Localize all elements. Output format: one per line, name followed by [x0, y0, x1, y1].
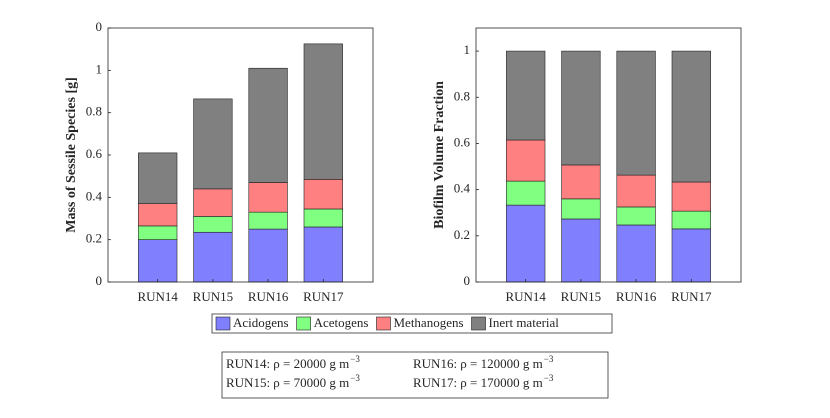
bar-segment — [616, 224, 656, 283]
legend-label: Inert material — [489, 315, 560, 330]
bar-segment — [671, 50, 711, 183]
legend-box — [211, 313, 613, 334]
bar-segment — [506, 139, 546, 182]
bar-segment — [671, 228, 711, 283]
y-tick-label: 0.2 — [454, 227, 470, 242]
y-tick-label: 0.6 — [86, 146, 103, 161]
bar-segment — [248, 228, 288, 283]
bar-segment — [616, 206, 656, 226]
x-tick-label: RUN15 — [561, 289, 601, 304]
bar-segment — [193, 188, 233, 217]
legend-swatch — [215, 316, 231, 331]
note: RUN15: ρ = 70000 g m — [226, 375, 349, 390]
bar-segment — [303, 179, 343, 210]
bar-segment — [193, 216, 233, 233]
bar-segment — [561, 218, 601, 283]
y-tick-label: 1 — [464, 42, 471, 57]
y-tick-label: 0.4 — [86, 188, 103, 203]
bar-segment — [193, 231, 233, 283]
bar-segment — [248, 67, 288, 183]
y-tick-label: 0 — [464, 273, 471, 288]
legend-label: Acidogens — [233, 315, 289, 330]
x-tick-label: RUN14 — [505, 289, 546, 304]
note-exponent: −3 — [544, 373, 554, 383]
y-tick-label: 0 — [96, 273, 103, 288]
bar-segment — [506, 180, 546, 206]
bar-segment — [193, 98, 233, 190]
legend-label: Methanogens — [393, 315, 463, 330]
bar-segment — [561, 198, 601, 220]
note-box — [221, 351, 609, 399]
legend-label: Acetogens — [314, 315, 369, 330]
x-tick-label: RUN16 — [616, 289, 657, 304]
bar-segment — [616, 50, 656, 176]
legend-swatch — [376, 316, 391, 331]
x-tick-label: RUN16 — [248, 289, 289, 304]
bar-segment — [138, 203, 178, 227]
note: RUN17: ρ = 170000 g m — [413, 375, 543, 390]
y-tick-label: 0.8 — [454, 88, 470, 103]
bar-segment — [616, 174, 656, 208]
x-tick-label: RUN17 — [671, 289, 712, 304]
x-tick-label: RUN14 — [137, 289, 178, 304]
note: RUN16: ρ = 120000 g m — [413, 356, 543, 371]
legend-swatch — [471, 316, 486, 331]
bar-segment — [248, 182, 288, 213]
bar-segment — [138, 152, 178, 204]
bar-segment — [561, 50, 601, 166]
legend-swatch — [296, 316, 311, 331]
bar-segment — [561, 164, 601, 200]
x-tick-label: RUN17 — [303, 289, 344, 304]
bar-segment — [303, 226, 343, 283]
y-tick-label: 0.8 — [86, 104, 102, 119]
note-exponent: −3 — [544, 354, 554, 364]
bar-segment — [506, 50, 546, 141]
bar-segment — [138, 225, 178, 240]
y-axis-label: Biofilm Volume Fraction — [432, 81, 447, 229]
bar-segment — [303, 43, 343, 180]
note: RUN14: ρ = 20000 g m — [226, 356, 349, 371]
bar-segment — [138, 239, 178, 283]
note-exponent: −3 — [350, 373, 360, 383]
y-tick-label: 1 — [96, 61, 103, 76]
bar-segment — [671, 181, 711, 212]
axes-box — [475, 27, 742, 283]
y-tick-label: 0 — [96, 19, 103, 34]
y-axis-label: Mass of Sessile Species [g] — [64, 77, 79, 233]
y-tick-label: 0.2 — [86, 231, 102, 246]
bar-segment — [303, 208, 343, 228]
y-tick-label: 0.4 — [454, 181, 471, 196]
bar-segment — [506, 204, 546, 283]
note-exponent: −3 — [350, 354, 360, 364]
bar-segment — [248, 211, 288, 230]
bar-segment — [671, 210, 711, 230]
y-tick-label: 0.6 — [454, 134, 471, 149]
x-tick-label: RUN15 — [193, 289, 233, 304]
